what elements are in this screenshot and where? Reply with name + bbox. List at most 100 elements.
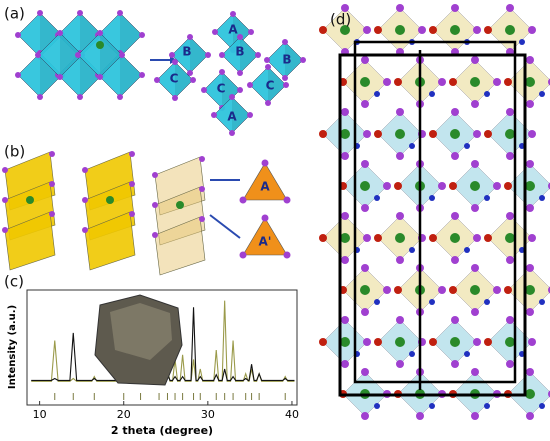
atom [319,234,327,242]
octahedron-face [40,53,62,97]
atom [470,77,480,87]
atom [451,360,459,368]
atom [341,4,349,12]
atom [394,78,402,86]
atom [505,233,515,243]
atom [473,234,481,242]
atom [15,32,21,38]
atom [199,186,205,192]
atom [505,129,515,139]
atom [283,196,291,204]
atom [255,52,261,58]
octahedron-face [268,67,286,103]
atom [473,26,481,34]
atom [97,74,103,80]
plot-frame [26,289,298,406]
atom [506,108,514,116]
atom [374,234,382,242]
atom [360,285,370,295]
atom [493,182,501,190]
x-tick-label: 20 [117,408,131,421]
y-axis-label: Intensity (a.u.) [7,305,18,389]
atom [261,159,269,167]
atom [471,160,479,168]
atom [506,256,514,264]
atom [429,91,435,97]
atom [484,26,492,34]
atom [172,59,178,65]
atom [519,39,525,45]
atom [493,78,501,86]
atom [504,78,512,86]
atom [396,256,404,264]
atom [154,77,160,83]
atom [383,182,391,190]
atom [395,25,405,35]
atom [484,195,490,201]
atom [438,286,446,294]
atom [363,234,371,242]
atom [319,338,327,346]
atom [395,129,405,139]
atom [106,196,114,204]
atom [409,143,415,149]
atom [526,308,534,316]
atom [77,10,83,16]
atom [464,143,470,149]
atom [49,181,55,187]
atom [247,82,253,88]
atom [340,337,350,347]
atom [429,130,437,138]
atom [451,256,459,264]
atom [363,338,371,346]
atom [26,196,34,204]
triangle [242,162,288,201]
site-label: C [170,72,179,86]
atom [464,351,470,357]
atom [484,403,490,409]
structure-art [2,4,550,420]
atom [49,211,55,217]
site-label: B [235,45,244,59]
atom [484,234,492,242]
x-tick-label: 10 [33,408,47,421]
atom [484,91,490,97]
atom [340,25,350,35]
atom [396,108,404,116]
atom [283,251,291,259]
atom [396,4,404,12]
atom [374,403,380,409]
atom [319,26,327,34]
atom [451,212,459,220]
atom [341,256,349,264]
atom [211,112,217,118]
atom [396,316,404,324]
x-tick-label: 30 [201,408,215,421]
atom [506,212,514,220]
site-label: A [228,23,238,37]
atom [341,316,349,324]
atom [383,286,391,294]
site-label: B [282,53,291,67]
atom [429,403,435,409]
atom [396,152,404,160]
atom [450,129,460,139]
atom [416,412,424,420]
atom [129,151,135,157]
atom [471,308,479,316]
xrd-line [31,300,295,382]
octahedron-face [222,72,240,108]
atom [282,39,288,45]
atom [37,10,43,16]
octahedron-face [190,37,208,73]
atom [471,56,479,64]
atom [360,77,370,87]
atom [396,212,404,220]
atom [77,94,83,100]
site-label: C [266,79,275,93]
atom [35,52,41,58]
atom [525,181,535,191]
octahedron-face [120,53,142,97]
atom [506,360,514,368]
